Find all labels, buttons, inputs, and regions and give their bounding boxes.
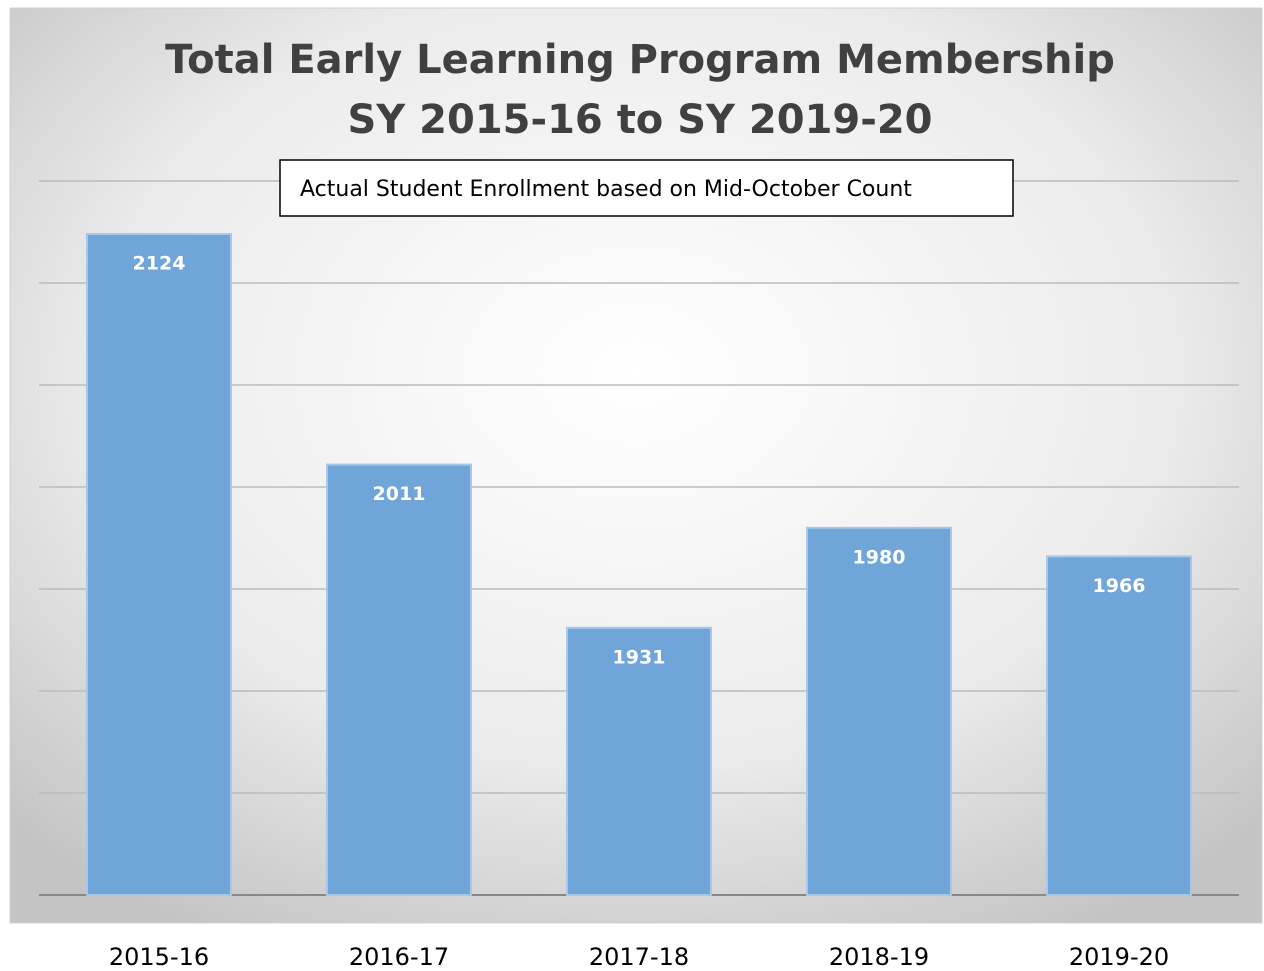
bar bbox=[566, 626, 712, 896]
x-tick-label: 2017-18 bbox=[589, 943, 689, 971]
data-label: 1980 bbox=[853, 546, 906, 568]
chart-title: SY 2015-16 to SY 2019-20 bbox=[347, 97, 932, 143]
annotation-box bbox=[279, 159, 1014, 217]
data-label: 1966 bbox=[1093, 575, 1146, 597]
bar bbox=[1046, 555, 1192, 896]
bar bbox=[806, 526, 952, 896]
plot-area: 2124 2011 1931 1980 1966 bbox=[39, 180, 1239, 897]
data-label: 2124 bbox=[133, 253, 186, 275]
data-label: 1931 bbox=[613, 646, 666, 668]
bar bbox=[326, 463, 472, 896]
bar bbox=[86, 233, 232, 897]
x-tick-label: 2015-16 bbox=[109, 943, 209, 971]
chart-title: Total Early Learning Program Membership bbox=[165, 37, 1115, 83]
x-tick-label: 2018-19 bbox=[829, 943, 929, 971]
annotation: Actual Student Enrollment based on Mid-O… bbox=[300, 177, 912, 202]
data-label: 2011 bbox=[373, 483, 426, 505]
x-tick-label: 2016-17 bbox=[349, 943, 449, 971]
x-tick-label: 2019-20 bbox=[1069, 943, 1169, 971]
